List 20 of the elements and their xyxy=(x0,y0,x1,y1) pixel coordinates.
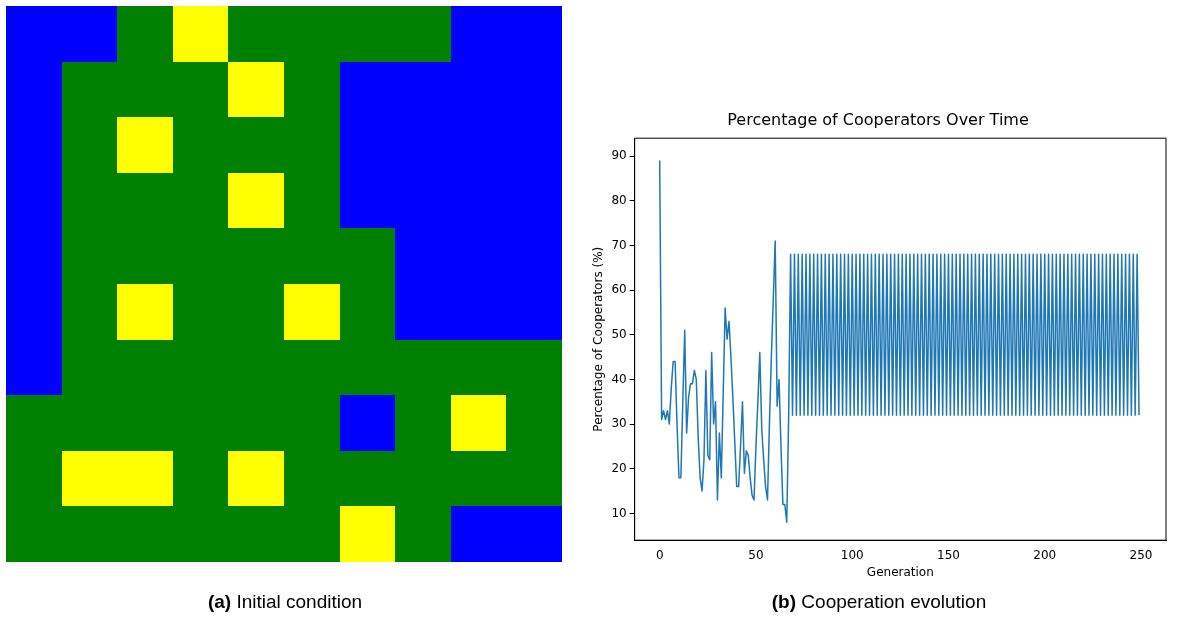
y-tick-label: 80 xyxy=(611,192,627,207)
x-tick-label: 100 xyxy=(840,547,864,562)
text: (a) Initial condition xyxy=(206,591,364,613)
y-tick-label: 20 xyxy=(611,460,627,475)
y-tick-label: 60 xyxy=(611,282,627,297)
y-tick-label: 70 xyxy=(611,237,627,252)
x-tick-label: 200 xyxy=(1033,547,1057,562)
y-tick-label: 40 xyxy=(611,371,627,386)
x-tick-label: 0 xyxy=(655,547,664,562)
y-tick-label: 30 xyxy=(611,416,627,431)
x-tick-label: 50 xyxy=(748,547,764,562)
x-axis-title: Generation xyxy=(866,564,934,579)
x-tick-label: 150 xyxy=(937,547,960,562)
y-axis-title: Percentage of Cooperators (%) xyxy=(591,246,606,432)
y-tick-label: 10 xyxy=(611,505,627,520)
text: (b) Cooperation evolution xyxy=(770,591,988,613)
y-tick-label: 90 xyxy=(611,148,627,163)
y-tick-label: 50 xyxy=(611,326,627,341)
chart-title: Percentage of Cooperators Over Time xyxy=(727,109,1029,129)
x-tick-label: 250 xyxy=(1129,547,1153,562)
